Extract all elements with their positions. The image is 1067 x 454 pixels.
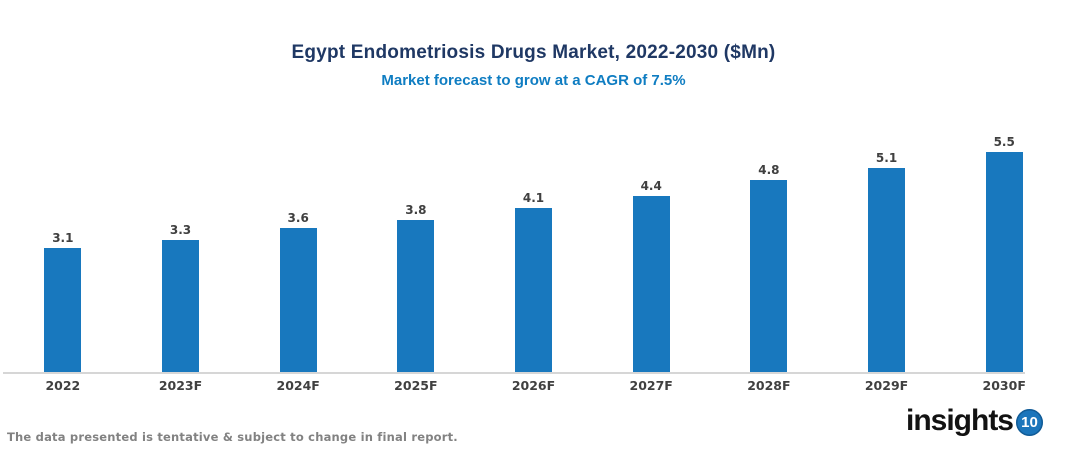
bar-column-2024F: 3.6	[239, 118, 357, 372]
bar-value-label: 4.1	[522, 191, 545, 205]
bar	[868, 168, 906, 372]
bar	[44, 248, 82, 372]
bar-column-2023F: 3.3	[122, 118, 240, 372]
bar-value-label: 4.8	[758, 163, 780, 177]
x-axis-label: 2027F	[629, 378, 673, 393]
chart-subtitle: Market forecast to grow at a CAGR of 7.5…	[381, 72, 686, 89]
bar	[162, 240, 199, 372]
bar	[985, 152, 1023, 372]
logo-badge-icon: 10	[1016, 409, 1043, 436]
bar-value-label: 3.1	[52, 231, 74, 245]
bar-column-2030F: 5.5	[945, 118, 1063, 372]
x-axis-label: 2022	[45, 378, 81, 393]
x-axis-line	[3, 372, 1025, 374]
bar-column-2028F: 4.8	[710, 118, 828, 372]
bar	[397, 220, 435, 372]
insights10-logo: insights 10	[906, 406, 1043, 436]
bar-column-2022: 3.1	[4, 118, 122, 372]
x-axis-labels: 2022 2023F 2024F 2025F 2026F 2027F 2028F 2029F 2…	[4, 378, 1063, 393]
bar	[279, 228, 317, 372]
logo-wordmark: insights	[905, 404, 1014, 437]
bar-value-label: 4.4	[640, 179, 662, 193]
bar-value-label: 3.6	[287, 211, 309, 225]
bar-value-label: 3.8	[405, 203, 427, 217]
x-axis-label: 2030F	[982, 378, 1026, 393]
bar-column-2027F: 4.4	[592, 118, 710, 372]
bar	[515, 208, 553, 372]
x-axis-label: 2026F	[511, 378, 556, 393]
bar-value-label: 5.1	[875, 151, 898, 165]
bar-column-2025F: 3.8	[357, 118, 475, 372]
bar-value-label: 3.3	[169, 223, 192, 237]
bar-column-2026F: 4.1	[475, 118, 593, 372]
x-axis-label: 2028F	[747, 378, 791, 393]
chart-title: Egypt Endometriosis Drugs Market, 2022-2…	[291, 42, 776, 63]
bar	[632, 196, 670, 372]
bar-plot-area: 3.1 3.3 3.6 3.8 4.1 4.4 4.8 5.1 5.5	[4, 118, 1063, 372]
x-axis-label: 2025F	[394, 378, 438, 393]
x-axis-label: 2023F	[158, 378, 203, 393]
bar-value-label: 5.5	[993, 135, 1015, 149]
bar-column-2029F: 5.1	[828, 118, 946, 372]
bar	[750, 180, 788, 372]
footer-disclaimer: The data presented is tentative & subjec…	[7, 430, 458, 444]
x-axis-label: 2029F	[864, 378, 909, 393]
x-axis-label: 2024F	[276, 378, 320, 393]
